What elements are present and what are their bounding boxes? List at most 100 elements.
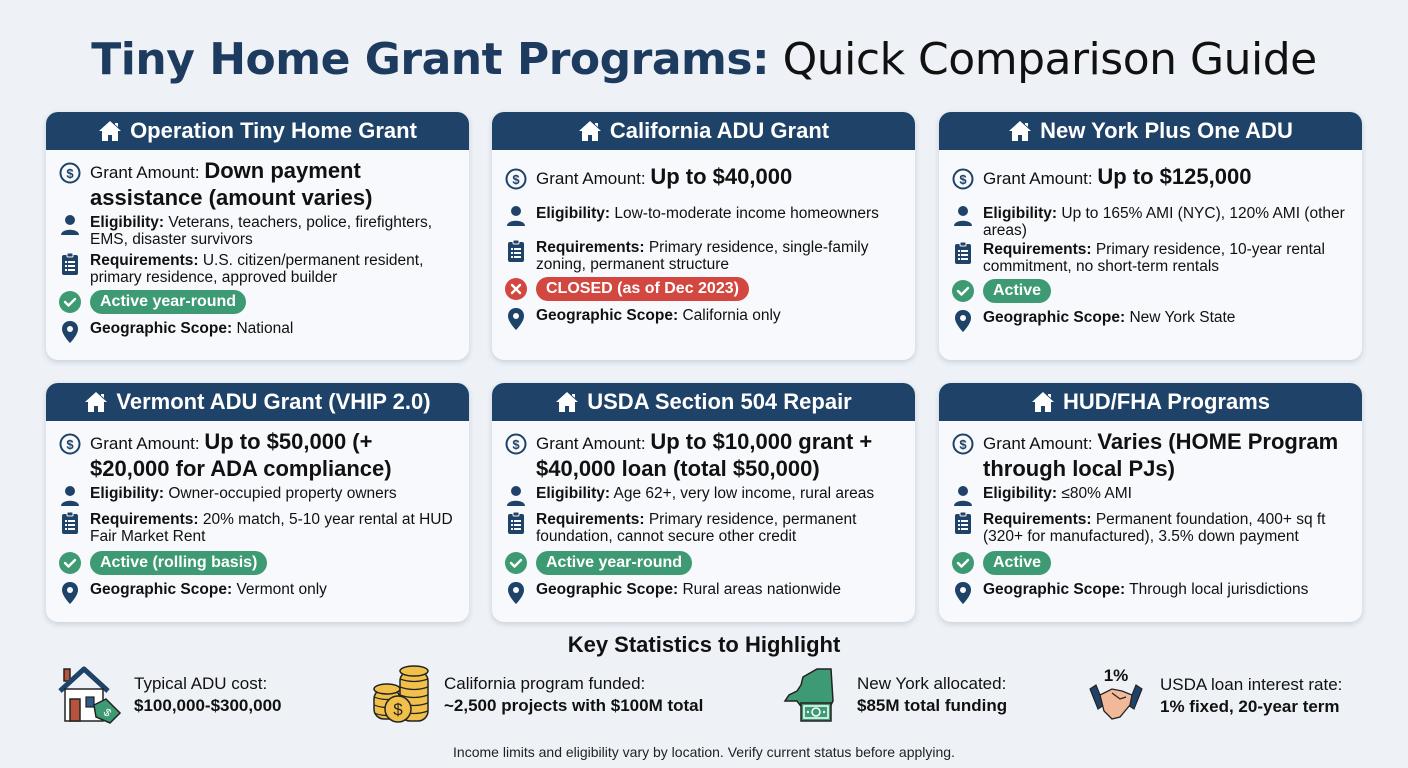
- card-title: Vermont ADU Grant (VHIP 2.0): [116, 389, 431, 414]
- status-badge: Active: [983, 551, 1052, 575]
- page-title: Tiny Home Grant Programs: Quick Comparis…: [0, 34, 1408, 86]
- geographic-scope-label: Geographic Scope:: [90, 581, 233, 598]
- x-circle-icon: [505, 278, 527, 300]
- eligibility-label: Eligibility:: [983, 205, 1058, 222]
- geographic-scope-value: California only: [682, 307, 781, 324]
- check-circle-icon: [59, 291, 81, 313]
- card-header: USDA Section 504 Repair: [492, 383, 915, 421]
- eligibility-row: Eligibility: Age 62+, very low income, r…: [504, 485, 903, 507]
- grant-amount-row: $ Grant Amount: Down payment assistance …: [58, 158, 457, 212]
- requirements-row: Requirements: 20% match, 5-10 year renta…: [58, 511, 457, 545]
- person-icon: [954, 486, 972, 506]
- grant-label: Grant Amount:: [90, 434, 200, 453]
- grant-amount-row: $ Grant Amount: Up to $40,000: [504, 164, 903, 191]
- program-card-4: Vermont ADU Grant (VHIP 2.0) $ Grant Amo…: [46, 383, 469, 622]
- program-card-2: California ADU Grant $ Grant Amount: Up …: [492, 112, 915, 360]
- house-icon: [85, 392, 108, 412]
- card-title: New York Plus One ADU: [1040, 118, 1293, 143]
- clipboard-icon: [955, 511, 971, 534]
- stat-label: USDA loan interest rate:: [1160, 675, 1343, 694]
- dollar-circle-icon: $: [505, 168, 527, 190]
- eligibility-value: Owner-occupied property owners: [168, 485, 397, 502]
- eligibility-value: Veterans, teachers, police, firefighters…: [90, 214, 433, 248]
- footnote: Income limits and eligibility vary by lo…: [453, 744, 955, 760]
- eligibility-value: ≤80% AMI: [1061, 485, 1132, 502]
- grant-value: Down payment assistance (amount varies): [90, 158, 373, 210]
- requirements-label: Requirements:: [983, 511, 1092, 528]
- geographic-scope-row: Geographic Scope: Through local jurisdic…: [951, 581, 1350, 605]
- svg-text:$: $: [512, 172, 520, 187]
- stat-value: $100,000-$300,000: [134, 696, 282, 715]
- geographic-scope-row: Geographic Scope: Rural areas nationwide: [504, 581, 903, 605]
- svg-text:$: $: [66, 166, 74, 181]
- requirements-label: Requirements:: [90, 252, 199, 269]
- check-circle-icon: [952, 552, 974, 574]
- dollar-circle-icon: $: [59, 433, 81, 455]
- geographic-scope-row: Geographic Scope: California only: [504, 307, 903, 331]
- grant-amount-row: $ Grant Amount: Varies (HOME Program thr…: [951, 429, 1350, 483]
- requirements-row: Requirements: Primary residence, single-…: [504, 239, 903, 273]
- map-pin-icon: [508, 582, 524, 604]
- eligibility-row: Eligibility: Veterans, teachers, police,…: [58, 214, 457, 248]
- svg-text:$: $: [66, 437, 74, 452]
- card-title: USDA Section 504 Repair: [587, 389, 852, 414]
- grant-label: Grant Amount:: [536, 169, 646, 188]
- eligibility-label: Eligibility:: [90, 214, 165, 231]
- house-icon: [1032, 392, 1054, 412]
- eligibility-row: Eligibility: ≤80% AMI: [951, 485, 1350, 507]
- requirements-row: Requirements: U.S. citizen/permanent res…: [58, 252, 457, 286]
- house-icon: [556, 392, 579, 412]
- grant-value: Up to $40,000: [650, 164, 793, 189]
- geographic-scope-row: Geographic Scope: National: [58, 320, 457, 344]
- dollar-circle-icon: $: [505, 433, 527, 455]
- grant-value: Up to $50,000 (+ $20,000 for ADA complia…: [90, 429, 392, 481]
- status-row: Active: [951, 551, 1350, 575]
- status-badge: Active: [983, 279, 1052, 303]
- status-row: Active year-round: [504, 551, 903, 575]
- stat-item: New York allocated: $85M total funding: [783, 665, 1007, 725]
- stat-label: Typical ADU cost:: [134, 674, 268, 693]
- card-title: Operation Tiny Home Grant: [130, 118, 417, 143]
- dollar-circle-icon: $: [952, 168, 974, 190]
- eligibility-row: Eligibility: Low-to-moderate income home…: [504, 205, 903, 227]
- geographic-scope-value: Through local jurisdictions: [1129, 581, 1309, 598]
- clipboard-icon: [508, 511, 524, 534]
- card-header: Operation Tiny Home Grant: [46, 112, 469, 150]
- clipboard-icon: [62, 511, 78, 534]
- eligibility-label: Eligibility:: [536, 205, 611, 222]
- handshake-icon: 1%: [1089, 666, 1143, 720]
- eligibility-label: Eligibility:: [983, 485, 1058, 502]
- program-card-1: Operation Tiny Home Grant $ Grant Amount…: [46, 112, 469, 360]
- title-bold: Tiny Home Grant Programs:: [91, 34, 770, 85]
- status-row: Active (rolling basis): [58, 551, 457, 575]
- svg-text:$: $: [393, 700, 403, 719]
- stat-item: $ California program funded: ~2,500 proj…: [370, 665, 703, 725]
- eligibility-value: Age 62+, very low income, rural areas: [613, 485, 875, 502]
- requirements-row: Requirements: Primary residence, 10-year…: [951, 241, 1350, 275]
- requirements-value: U.S. citizen/permanent resident, primary…: [90, 252, 424, 286]
- card-header: HUD/FHA Programs: [939, 383, 1362, 421]
- requirements-row: Requirements: Permanent foundation, 400+…: [951, 511, 1350, 545]
- stat-item: 1% USDA loan interest rate: 1% fixed, 20…: [1082, 665, 1342, 727]
- stat-value: ~2,500 projects with $100M total: [444, 696, 704, 715]
- dollar-circle-icon: $: [59, 162, 81, 184]
- stat-label: California program funded:: [444, 674, 646, 693]
- one-percent-badge: 1%: [1104, 666, 1129, 685]
- geographic-scope-row: Geographic Scope: New York State: [951, 309, 1350, 333]
- grant-value: Up to $125,000: [1097, 164, 1252, 189]
- grant-amount-row: $ Grant Amount: Up to $10,000 grant + $4…: [504, 429, 903, 483]
- clipboard-icon: [508, 239, 524, 262]
- coin-stack-icon: $: [373, 665, 429, 723]
- clipboard-icon: [955, 241, 971, 264]
- requirements-value: Primary residence, 10-year rental commit…: [983, 241, 1325, 275]
- card-header: Vermont ADU Grant (VHIP 2.0): [46, 383, 469, 421]
- stat-label: New York allocated:: [857, 674, 1007, 693]
- geographic-scope-value: Vermont only: [236, 581, 327, 598]
- svg-text:$: $: [512, 437, 520, 452]
- geographic-scope-row: Geographic Scope: Vermont only: [58, 581, 457, 605]
- requirements-value: 20% match, 5-10 year rental at HUD Fair …: [90, 511, 453, 545]
- check-circle-icon: [505, 552, 527, 574]
- status-badge: Active year-round: [536, 551, 693, 575]
- requirements-label: Requirements:: [536, 239, 645, 256]
- program-card-3: New York Plus One ADU $ Grant Amount: Up…: [939, 112, 1362, 360]
